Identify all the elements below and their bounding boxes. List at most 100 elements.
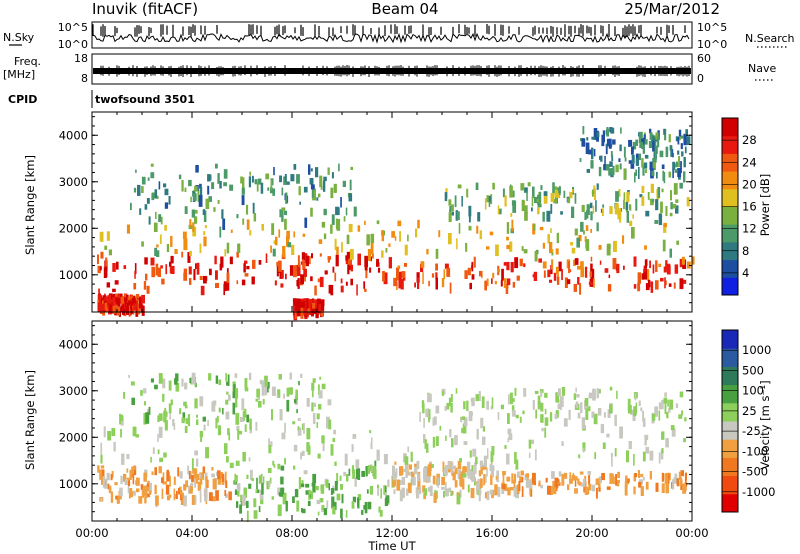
- velocity-cell: [173, 476, 176, 485]
- power-cell: [265, 173, 270, 180]
- velocity-cell: [525, 479, 530, 488]
- power-cell: [638, 153, 641, 161]
- velocity-cell: [340, 508, 343, 519]
- velocity-cell: [319, 376, 321, 380]
- velocity-cell: [316, 499, 321, 505]
- power-cell: [170, 265, 175, 274]
- velocity-cell: [459, 489, 462, 498]
- power-cell: [189, 250, 192, 257]
- velocity-cell: [173, 488, 176, 501]
- power-cell: [604, 268, 609, 273]
- power-cell: [608, 138, 612, 149]
- velocity-cell: [334, 480, 338, 491]
- power-cell: [620, 127, 622, 134]
- power-cell: [229, 256, 233, 265]
- velocity-cell: [460, 416, 463, 423]
- velocity-cell: [377, 484, 379, 488]
- velocity-cell: [486, 467, 488, 477]
- power-cell: [226, 282, 230, 291]
- power-cell: [624, 157, 627, 162]
- power-cell: [144, 204, 148, 210]
- power-cell: [279, 175, 282, 183]
- velocity-cell: [256, 388, 260, 398]
- velocity-cell: [111, 428, 116, 436]
- velocity-cell: [126, 468, 129, 473]
- velocity-cell: [241, 495, 246, 506]
- power-cell: [155, 211, 157, 219]
- power-cell: [336, 207, 340, 215]
- velocity-cell: [294, 489, 299, 498]
- velocity-cell: [519, 476, 522, 482]
- velocity-cell: [434, 489, 436, 494]
- velocity-cell: [300, 452, 302, 460]
- power-cell: [586, 137, 589, 141]
- power-cell: [683, 157, 686, 168]
- power-cell: [677, 168, 682, 178]
- velocity-cell: [403, 468, 406, 473]
- power-cell: [588, 149, 592, 155]
- velocity-cell: [115, 495, 118, 500]
- velocity-cell: [262, 476, 265, 484]
- velocity-cell: [626, 450, 629, 463]
- power-cell: [591, 136, 596, 140]
- velocity-cell: [155, 495, 159, 506]
- velocity-cell: [321, 504, 325, 510]
- power-cell: [196, 262, 200, 275]
- power-cell: [154, 247, 158, 257]
- velocity-cell: [596, 388, 599, 399]
- velocity-cell: [264, 375, 268, 387]
- velocity-cell: [393, 489, 396, 495]
- power-cell: [272, 248, 276, 257]
- power-cell: [639, 142, 644, 148]
- power-cell: [284, 210, 288, 216]
- velocity-cell: [544, 427, 547, 438]
- power-cell: [461, 196, 463, 207]
- power-cell: [590, 160, 594, 169]
- velocity-cell: [671, 481, 673, 489]
- velocity-cell: [208, 492, 213, 501]
- velocity-cell: [157, 415, 160, 422]
- power-cell: [330, 284, 334, 296]
- power-cell: [612, 258, 617, 270]
- power-cell: [278, 229, 281, 238]
- power-cell: [506, 261, 510, 271]
- velocity-cell: [168, 494, 172, 498]
- velocity-cell: [189, 377, 191, 383]
- power-cell: [464, 270, 468, 279]
- velocity-cell: [496, 470, 500, 482]
- velocity-cell: [330, 444, 334, 456]
- power-cell: [555, 248, 559, 255]
- power-cell: [526, 191, 528, 201]
- velocity-cell: [228, 432, 231, 441]
- power-cell: [553, 272, 557, 281]
- velocity-cell: [416, 460, 420, 470]
- power-cell: [466, 188, 469, 198]
- power-cell: [585, 266, 588, 278]
- power-cell: [318, 304, 322, 311]
- velocity-cell: [271, 386, 276, 396]
- power-cell: [320, 185, 323, 190]
- colorbar-tick-label: 12: [742, 222, 757, 236]
- velocity-cell: [301, 450, 305, 456]
- power-cell: [363, 281, 366, 289]
- power-cell: [639, 194, 643, 198]
- power-cell: [97, 265, 101, 274]
- power-cell: [561, 269, 563, 281]
- power-cell: [347, 264, 350, 275]
- power-cell: [246, 219, 250, 230]
- power-cell: [151, 193, 155, 201]
- velocity-cell: [351, 501, 355, 509]
- power-cell: [160, 216, 163, 225]
- velocity-cell: [480, 478, 483, 488]
- velocity-cell: [468, 411, 473, 422]
- velocity-cell: [355, 468, 358, 479]
- power-cell: [557, 187, 561, 194]
- velocity-cell: [175, 382, 180, 392]
- velocity-cell: [348, 468, 351, 476]
- velocity-cell: [427, 393, 432, 403]
- velocity-cell: [451, 470, 454, 476]
- velocity-cell: [497, 412, 500, 421]
- velocity-cell: [582, 447, 585, 453]
- velocity-cell: [535, 409, 538, 419]
- velocity-cell: [228, 491, 232, 501]
